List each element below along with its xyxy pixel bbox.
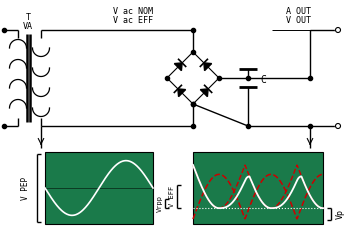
Text: Vp: Vp xyxy=(336,209,345,219)
Text: V ac EFF: V ac EFF xyxy=(113,16,153,25)
Polygon shape xyxy=(200,89,208,97)
Bar xyxy=(45,152,153,224)
Text: Vrpp: Vrpp xyxy=(157,195,163,212)
Text: V PEP: V PEP xyxy=(21,176,29,200)
Text: T: T xyxy=(26,13,30,22)
Text: A OUT: A OUT xyxy=(286,7,310,16)
Polygon shape xyxy=(178,89,186,97)
Text: C: C xyxy=(260,75,266,85)
Text: V ac NOM: V ac NOM xyxy=(113,7,153,16)
Text: V OUT: V OUT xyxy=(286,16,310,25)
Text: V EFF: V EFF xyxy=(169,186,175,207)
Circle shape xyxy=(336,124,341,128)
Circle shape xyxy=(336,28,341,32)
Polygon shape xyxy=(174,63,182,71)
Polygon shape xyxy=(204,63,212,71)
Bar xyxy=(193,152,323,224)
Text: VA: VA xyxy=(23,22,33,31)
